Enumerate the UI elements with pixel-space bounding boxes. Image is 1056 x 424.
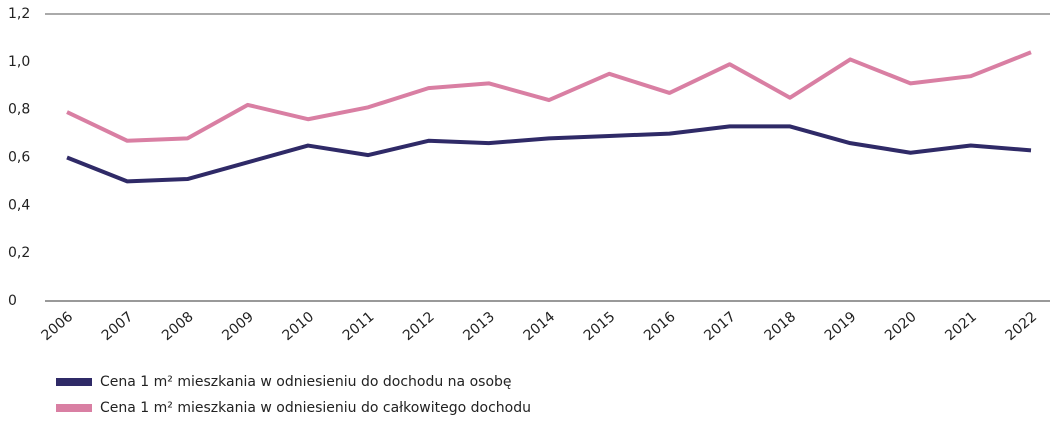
y-tick-label: 0,6: [8, 150, 30, 166]
x-tick-label: 2014: [521, 309, 559, 344]
x-tick-label: 2022: [1003, 309, 1041, 344]
y-tick-label: 1,0: [8, 54, 30, 70]
x-tick-label: 2007: [99, 309, 137, 344]
y-tick-label: 0,8: [8, 102, 30, 118]
legend-label: Cena 1 m² mieszkania w odniesieniu do do…: [100, 374, 512, 390]
x-tick-label: 2006: [39, 309, 77, 344]
x-tick-label: 2018: [762, 309, 800, 344]
series-line: [66, 124, 1032, 184]
x-tick-label: 2008: [159, 309, 197, 344]
y-tick-label: 0: [8, 293, 17, 309]
y-tick-label: 1,2: [8, 6, 30, 22]
y-tick-label: 0,4: [8, 197, 30, 213]
x-tick-label: 2012: [400, 309, 438, 344]
legend-swatch: [56, 378, 92, 386]
series-line: [66, 50, 1032, 143]
x-tick-label: 2011: [340, 309, 378, 344]
y-tick-label: 0,2: [8, 245, 30, 261]
x-tick-label: 2019: [822, 309, 860, 344]
x-tick-label: 2015: [581, 309, 619, 344]
x-tick-label: 2017: [701, 309, 739, 344]
legend-swatch: [56, 404, 92, 412]
x-tick-label: 2009: [219, 309, 257, 344]
legend-label: Cena 1 m² mieszkania w odniesieniu do ca…: [100, 400, 531, 416]
x-tick-label: 2020: [882, 309, 920, 344]
x-tick-label: 2021: [942, 309, 980, 344]
x-tick-label: 2013: [460, 309, 498, 344]
x-tick-label: 2010: [280, 309, 318, 344]
x-tick-label: 2016: [641, 309, 679, 344]
